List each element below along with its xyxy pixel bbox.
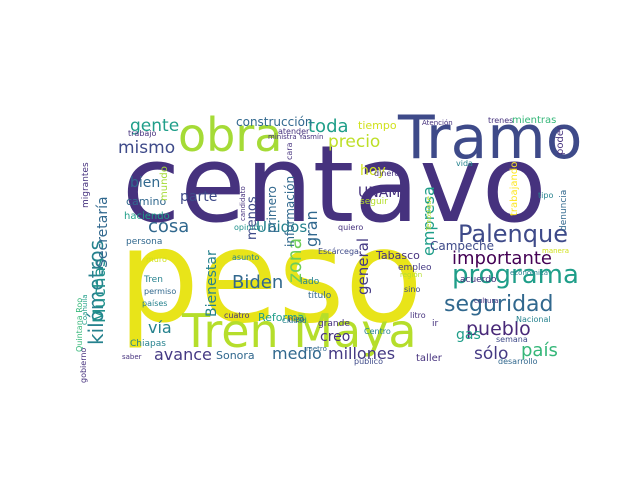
word: gas [456, 327, 481, 343]
word: poder [555, 126, 566, 156]
word: región [400, 271, 423, 279]
word: ministra Yasmín [268, 133, 324, 141]
word: avance [154, 345, 212, 364]
word: país [521, 340, 558, 361]
word: Sonora [216, 349, 255, 362]
word: tipo [538, 191, 554, 200]
word: toda [308, 116, 349, 137]
word: candidato [239, 186, 247, 221]
word: trabajo [128, 129, 157, 138]
word: persona [126, 237, 163, 247]
word: Tramo [398, 103, 583, 173]
word: seguir [360, 197, 388, 207]
word: quiero [338, 223, 364, 232]
word: parte [180, 189, 218, 205]
word: litro [410, 311, 426, 320]
word: Tenosique [425, 196, 433, 231]
word: título [308, 291, 332, 301]
word: manera [542, 247, 570, 255]
word: Nacional [516, 315, 551, 324]
word: Tren [144, 275, 163, 285]
word: empleo [398, 263, 432, 273]
word: vida [456, 159, 473, 168]
word: desarrollo [498, 357, 538, 366]
word: mundo [159, 166, 170, 201]
word: trenes [488, 116, 514, 125]
word: opinión [234, 223, 264, 232]
word: acuerdo [460, 275, 497, 285]
word: Bienestar [204, 250, 220, 317]
word: medio [272, 344, 322, 363]
word: sino [404, 285, 421, 294]
word: trabajando [509, 162, 520, 217]
word: Escárcega [318, 247, 359, 256]
word: importante [452, 248, 553, 269]
word: cultura [474, 297, 499, 305]
word: público [354, 357, 383, 366]
word: cosa [148, 216, 190, 237]
word: Atención [422, 119, 453, 127]
word: Reforma [258, 311, 305, 324]
word: hoy [360, 163, 386, 179]
word: Palenque [458, 220, 568, 248]
word: bien [130, 175, 161, 191]
word: semana [496, 335, 528, 344]
word: taller [416, 353, 442, 364]
word: ir [432, 319, 439, 329]
word: Campeche [430, 239, 495, 253]
word: Centro [364, 327, 391, 336]
word: denuncia [559, 190, 569, 232]
word: menos [245, 196, 260, 240]
word: primero [265, 186, 279, 233]
word: camino [126, 195, 167, 208]
word: dinero [374, 169, 400, 178]
word: sólo [474, 344, 509, 364]
word: peso [118, 203, 423, 352]
word: precio [328, 132, 381, 152]
word: atender [278, 127, 310, 136]
word: cuatro [224, 311, 250, 320]
word: pueblo [466, 318, 531, 340]
word: UNAM [358, 185, 401, 201]
word: vía [148, 318, 172, 337]
word: construcción [236, 115, 313, 129]
word: Ciudad [282, 317, 307, 325]
word: haciendo [124, 211, 170, 222]
word: saber [122, 353, 142, 361]
word: países [142, 299, 168, 308]
word: gente [130, 116, 180, 136]
word: millones [328, 344, 396, 363]
word: gobierno [79, 348, 88, 384]
word: migrantes [81, 162, 91, 208]
word: mientras [512, 115, 557, 126]
word: obra [178, 108, 283, 162]
word: asunto [232, 253, 260, 262]
word: Unidos [256, 218, 308, 236]
word: económica [510, 269, 549, 277]
word: metro [306, 345, 327, 353]
word: centavo [122, 123, 547, 246]
word: Coahuila [81, 294, 89, 325]
word: Tabasco [376, 249, 420, 262]
word: grande [318, 319, 350, 329]
word: hizo [288, 315, 305, 324]
word: Chiapas [130, 339, 166, 349]
word: permiso [144, 287, 177, 296]
word: lado [300, 277, 320, 287]
word: información [283, 176, 297, 248]
word: Secretaría [95, 196, 111, 268]
word: programa [452, 260, 579, 290]
word: creo [320, 329, 351, 345]
word: tiempo [358, 119, 397, 132]
word: muro [146, 255, 167, 264]
word: Biden [232, 272, 284, 293]
word: Tren Maya [182, 304, 417, 358]
word: mismo [118, 138, 176, 158]
word: seguridad [444, 292, 554, 317]
word: cara [285, 142, 294, 160]
